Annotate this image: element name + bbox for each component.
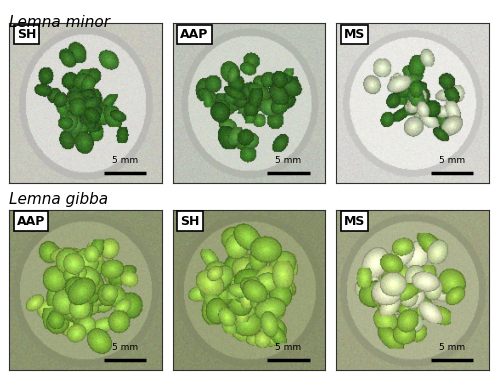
Text: Lemna minor: Lemna minor [9, 15, 110, 30]
Text: 5 mm: 5 mm [276, 156, 301, 165]
Text: 5 mm: 5 mm [112, 156, 138, 165]
Text: AAP: AAP [180, 28, 208, 41]
Text: 5 mm: 5 mm [439, 343, 465, 352]
Text: 5 mm: 5 mm [276, 343, 301, 352]
Text: SH: SH [16, 28, 36, 41]
Text: Lemna gibba: Lemna gibba [9, 192, 108, 207]
Text: SH: SH [180, 214, 200, 228]
Text: MS: MS [344, 214, 365, 228]
Text: 5 mm: 5 mm [112, 343, 138, 352]
Text: 5 mm: 5 mm [439, 156, 465, 165]
Text: MS: MS [344, 28, 365, 41]
Text: AAP: AAP [16, 214, 45, 228]
